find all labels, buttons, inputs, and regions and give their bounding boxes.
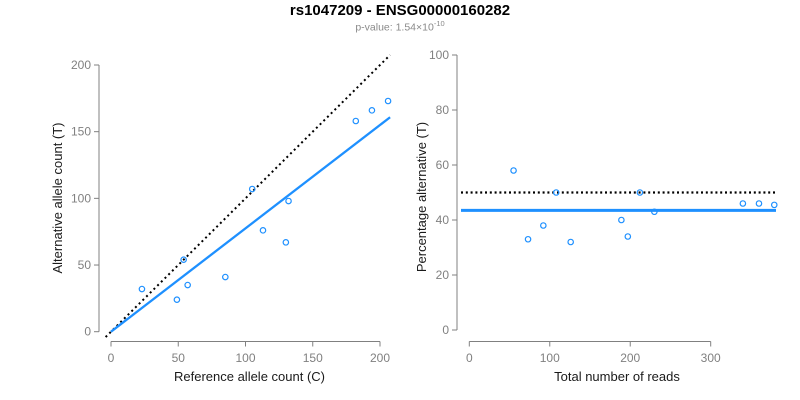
left-yaxis-title: Alternative allele count (T)	[50, 122, 65, 273]
data-point	[259, 227, 267, 234]
left-xaxis-title: Reference allele count (C)	[174, 369, 325, 384]
x-tick-label: 0	[466, 351, 473, 365]
data-point	[180, 256, 187, 263]
y-tick-label: 100	[429, 48, 449, 62]
data-point	[138, 285, 146, 293]
data-point	[282, 239, 290, 246]
data-point	[540, 222, 547, 229]
left-scatter-panel: 0 50 100 150 200 0 50 100 150 200	[71, 54, 392, 365]
y-tick-label: 150	[71, 125, 91, 139]
right-xaxis-title: Total number of reads	[554, 369, 680, 384]
pvalue-exponent: -10	[433, 19, 445, 28]
data-point	[524, 235, 532, 243]
y-tick-label: 0	[84, 325, 91, 339]
y-tick-label: 200	[71, 58, 91, 72]
figure-title: rs1047209 - ENSG00000160282	[289, 2, 511, 19]
data-point	[755, 200, 763, 207]
x-tick-label: 50	[172, 351, 186, 365]
x-tick-label: 100	[235, 351, 255, 365]
right-yaxis-title: Percentage alternative (T)	[414, 122, 429, 272]
data-point	[352, 117, 360, 125]
data-point	[567, 238, 574, 246]
y-tick-label: 60	[436, 158, 450, 172]
data-point	[770, 201, 778, 209]
data-point	[184, 281, 191, 289]
x-tick-label: 200	[620, 351, 640, 365]
y-tick-label: 100	[71, 191, 91, 205]
x-tick-label: 200	[370, 351, 390, 365]
fit-line	[110, 116, 391, 333]
data-point	[222, 273, 229, 281]
figure-subtitle: p-value: 1.54×10-10	[0, 19, 800, 34]
data-point	[510, 167, 517, 174]
identity-line	[104, 54, 391, 338]
data-point	[651, 208, 658, 216]
pvalue-text: p-value: 1.54×10	[355, 21, 434, 34]
data-point	[624, 233, 632, 240]
data-point	[739, 200, 747, 207]
x-tick-label: 300	[701, 351, 721, 365]
x-tick-label: 0	[108, 351, 115, 365]
y-tick-label: 20	[436, 268, 450, 282]
x-tick-label: 150	[303, 351, 323, 365]
data-point	[248, 185, 256, 193]
data-point	[173, 296, 181, 303]
data-point	[552, 189, 560, 196]
y-tick-label: 80	[436, 103, 450, 117]
data-point	[636, 189, 644, 196]
y-tick-label: 0	[442, 323, 449, 337]
data-point	[384, 97, 392, 105]
right-scatter-panel: 0 100 200 300 0 20 40 60 80 100	[429, 48, 778, 365]
x-tick-label: 100	[540, 351, 560, 365]
data-point	[368, 107, 376, 114]
y-tick-label: 40	[436, 213, 450, 227]
y-tick-label: 50	[78, 258, 92, 272]
data-point	[618, 216, 625, 224]
data-point	[285, 197, 292, 205]
